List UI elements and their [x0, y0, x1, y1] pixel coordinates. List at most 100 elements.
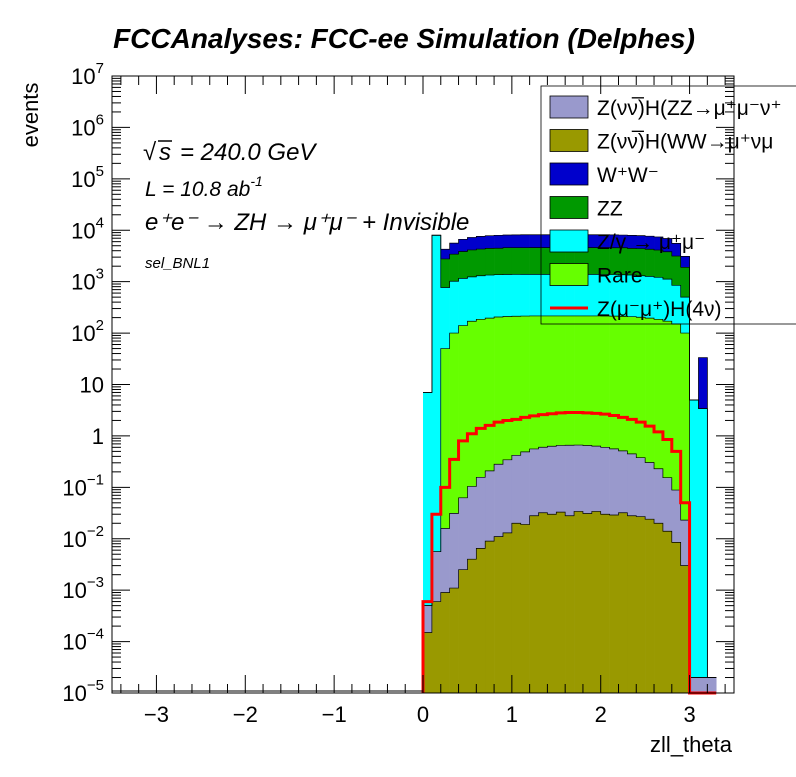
bar-rare-5 — [467, 321, 477, 487]
legend-item-signal: Z(μ⁻μ⁺)H(4ν) — [550, 298, 722, 321]
bar-zgamma-1 — [431, 235, 442, 552]
bar-zgamma-11 — [520, 274, 530, 317]
bar-zgamma-4 — [458, 278, 468, 326]
y-tick-label: 10−4 — [62, 626, 104, 655]
bar-rare-26 — [654, 319, 664, 469]
x-tick-label: −3 — [144, 702, 169, 727]
bar-zz_h-1 — [431, 551, 442, 602]
bar-zz-3 — [449, 254, 459, 282]
bar-zgamma-20 — [600, 274, 610, 317]
bar-zgamma-15 — [556, 274, 566, 316]
bar-zgamma-25 — [645, 276, 655, 319]
bar-zz_h-10 — [511, 455, 522, 524]
bar-ww_h-18 — [582, 513, 593, 693]
lumi-text: L = 10.8 ab-1 — [145, 173, 263, 201]
bar-zz-4 — [458, 251, 468, 279]
bar-zgamma-21 — [609, 274, 619, 317]
bar-zgamma-17 — [574, 274, 584, 316]
bar-zz_h-6 — [476, 477, 486, 549]
bar-ww_h-29 — [680, 565, 690, 693]
bar-ww-8 — [494, 235, 504, 249]
y-tick-label: 10−3 — [62, 574, 104, 603]
bar-zz-2 — [440, 258, 450, 288]
bar-rare-24 — [636, 317, 646, 458]
x-tick-label: −2 — [233, 702, 258, 727]
bar-ww_h-17 — [574, 511, 584, 693]
bar-zz-16 — [565, 247, 575, 275]
bar-ww-23 — [627, 235, 637, 249]
stack-bars-layer — [423, 234, 717, 693]
bar-zz_h-21 — [609, 448, 619, 515]
bar-zz_h-7 — [485, 470, 495, 542]
y-axis-label: events — [18, 83, 43, 148]
bar-rare-16 — [565, 315, 575, 446]
series-zz_h — [423, 445, 717, 693]
legend-swatch-zgamma — [549, 229, 589, 253]
legend-box — [540, 85, 796, 325]
bar-zgamma-5 — [467, 276, 477, 322]
bar-zz_h-12 — [529, 448, 539, 516]
legend-item-rare: Rare — [549, 263, 643, 288]
bar-rare-20 — [600, 316, 610, 448]
bar-ww_h-13 — [538, 512, 548, 693]
bar-ww_h-20 — [600, 514, 610, 693]
bar-ww_h-1 — [431, 601, 442, 693]
bar-zz-13 — [538, 247, 548, 275]
sqrt-s-symbol: √ — [143, 139, 157, 166]
bar-zz-18 — [582, 247, 593, 275]
bar-zz-9 — [502, 247, 513, 275]
bar-zgamma-0 — [423, 392, 433, 606]
bar-zz-19 — [591, 247, 602, 275]
bar-zz_h-17 — [574, 445, 584, 512]
bar-zgamma-7 — [485, 275, 495, 319]
bar-rare-11 — [520, 316, 530, 452]
bar-zz-8 — [494, 248, 504, 275]
bar-ww-20 — [600, 234, 610, 248]
process-text: e⁺e⁻ → ZH → μ⁺μ⁻ + Invisible — [145, 209, 469, 236]
bar-ww_h-6 — [476, 548, 486, 693]
y-tick-label: 104 — [71, 214, 104, 243]
bar-rare-17 — [574, 315, 584, 446]
x-tick-label: 3 — [683, 702, 695, 727]
bar-ww_h-21 — [609, 514, 619, 693]
bar-ww_h-25 — [645, 519, 655, 693]
bar-rare-21 — [609, 316, 619, 449]
bar-ww_h-12 — [529, 515, 539, 693]
bar-ww-26 — [654, 236, 664, 251]
bar-ww-31 — [698, 357, 708, 409]
bar-zz_h-28 — [671, 490, 681, 543]
bar-zgamma-30 — [689, 399, 699, 678]
legend-label-ww_h: Z(νν̅)H(WW→μ⁺νμ — [597, 131, 773, 154]
y-tick-label: 102 — [71, 317, 104, 346]
bar-ww_h-15 — [556, 512, 566, 693]
bar-zz-25 — [645, 249, 655, 277]
bar-ww-11 — [520, 234, 530, 248]
bar-ww_h-4 — [458, 569, 468, 693]
bar-zgamma-31 — [698, 408, 708, 678]
bar-zz-14 — [547, 247, 557, 275]
bar-ww_h-5 — [467, 559, 477, 693]
bar-zz_h-2 — [440, 528, 450, 593]
series-signal-line — [421, 411, 717, 695]
legend-item-zz: ZZ — [549, 196, 623, 221]
bar-ww-13 — [538, 234, 548, 248]
bar-ww_h-3 — [449, 588, 459, 693]
bar-zgamma-14 — [547, 274, 557, 316]
legend-swatch-zz — [549, 196, 589, 219]
bar-ww-12 — [529, 234, 539, 248]
bar-zz_h-26 — [654, 468, 664, 524]
bar-zz-26 — [654, 250, 664, 278]
legend-label-ww: W⁺W⁻ — [597, 164, 659, 187]
y-tick-label: 10−5 — [62, 677, 104, 706]
bar-zgamma-9 — [502, 274, 513, 317]
bar-zz-7 — [485, 248, 495, 276]
bar-zz-6 — [476, 249, 486, 276]
bar-rare-6 — [476, 319, 486, 478]
bar-zz-10 — [511, 247, 522, 275]
bar-zz_h-9 — [502, 459, 513, 533]
bar-ww_h-8 — [494, 536, 504, 693]
edge-rare — [423, 315, 717, 678]
series-ww_h — [423, 511, 690, 693]
bar-rare-29 — [680, 333, 690, 521]
